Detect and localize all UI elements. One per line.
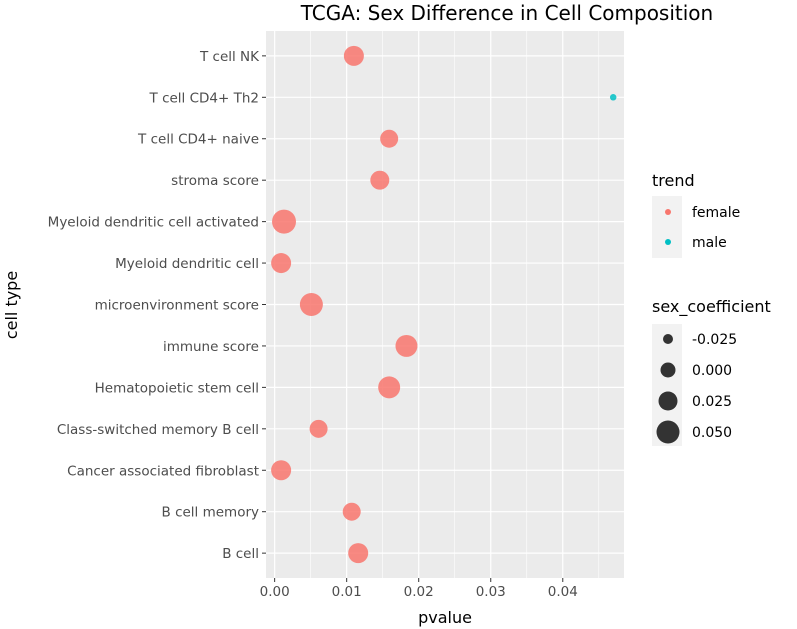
legend-size-swatch [658, 391, 678, 411]
chart-title: TCGA: Sex Difference in Cell Composition [300, 1, 713, 25]
y-tick-label: Hematopoietic stem cell [95, 380, 259, 396]
data-point [609, 94, 617, 101]
x-tick-label: 0.01 [332, 584, 362, 600]
legend-size-label: -0.025 [692, 332, 737, 348]
legend-size-swatch [663, 334, 673, 344]
data-point [309, 419, 328, 438]
data-point [271, 460, 292, 481]
legend-size-label: 0.025 [692, 394, 732, 410]
legend-size-label: 0.000 [692, 363, 732, 379]
data-point [343, 45, 364, 66]
data-point [370, 170, 390, 190]
legend-color-label: male [692, 235, 727, 251]
legend-color-swatch [665, 209, 671, 215]
y-tick-label: microenvironment score [95, 298, 259, 314]
y-tick-label: Class-switched memory B cell [57, 422, 259, 438]
legend-color-title: trend [652, 171, 695, 190]
x-tick-label: 0.02 [404, 584, 434, 600]
legend-size-label: 0.050 [692, 425, 732, 441]
data-point [380, 129, 399, 148]
y-tick-label: B cell [222, 546, 259, 562]
data-point [395, 334, 418, 357]
data-point [348, 543, 369, 564]
y-tick-label: T cell CD4+ naive [137, 132, 259, 148]
legend-size-swatch [656, 420, 680, 444]
legend-size-title: sex_coefficient [652, 297, 771, 317]
y-tick-label: immune score [163, 339, 259, 355]
y-tick-label: stroma score [171, 173, 259, 189]
y-tick-label: T cell NK [199, 49, 260, 65]
y-axis-label: cell type [2, 271, 21, 339]
y-tick-label: Myeloid dendritic cell [115, 256, 259, 272]
data-point [378, 376, 401, 399]
y-tick-label: Cancer associated fibroblast [67, 463, 259, 479]
legend-color-keys [652, 196, 682, 258]
data-point [299, 293, 323, 316]
x-tick-label: 0.04 [548, 584, 578, 600]
x-tick-label: 0.00 [260, 584, 290, 600]
data-point [342, 502, 361, 521]
legend-size-swatch [660, 362, 676, 378]
data-point [272, 209, 296, 234]
y-tick-label: Myeloid dendritic cell activated [48, 215, 259, 231]
y-tick-label: B cell memory [162, 505, 259, 521]
y-tick-label: T cell CD4+ Th2 [149, 90, 259, 106]
x-tick-label: 0.03 [476, 584, 506, 600]
x-axis-label: pvalue [418, 608, 472, 627]
legend-color-swatch [665, 239, 671, 245]
data-point [271, 253, 292, 274]
legend-color-label: female [692, 205, 740, 221]
